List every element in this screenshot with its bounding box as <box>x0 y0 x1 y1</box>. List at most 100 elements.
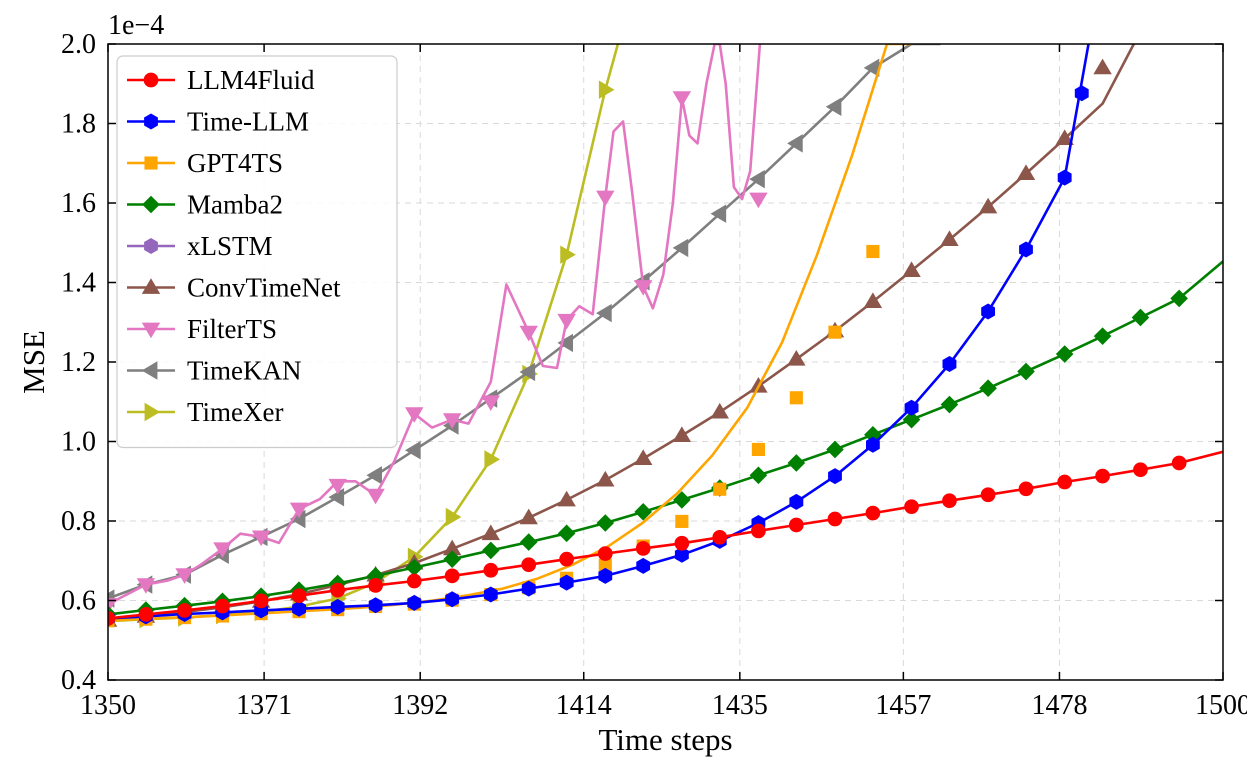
data-point-filterts <box>557 313 576 330</box>
data-point-mamba2 <box>826 440 844 459</box>
data-point-mamba2 <box>482 541 500 560</box>
data-point-filterts <box>405 407 424 423</box>
y-tick-label: 1.6 <box>61 188 96 219</box>
legend-label: LLM4Fluid <box>187 65 315 95</box>
legend-item-llm4fluid: LLM4Fluid <box>127 65 315 95</box>
data-point-gpt4ts <box>713 482 727 496</box>
data-point-llm4fluid <box>559 551 574 567</box>
data-point-convtimenet <box>902 261 921 277</box>
data-point-mamba2 <box>596 514 615 532</box>
data-point-filterts <box>366 488 385 505</box>
data-point-mamba2 <box>557 524 576 543</box>
data-point-llm4fluid <box>444 568 460 584</box>
data-point-timexer <box>598 80 615 99</box>
data-point-mamba2 <box>519 533 538 551</box>
legend-marker <box>143 72 159 88</box>
data-point-filterts <box>519 325 538 342</box>
legend-marker <box>144 113 158 130</box>
legend-label: TimeKAN <box>187 356 302 386</box>
data-point-filterts <box>672 91 692 107</box>
data-point-llm4fluid <box>827 511 843 527</box>
x-tick-label: 1435 <box>712 690 768 721</box>
data-point-mamba2 <box>1170 289 1188 308</box>
legend-box <box>116 55 398 449</box>
legend-label: TimeXer <box>187 397 284 427</box>
data-point-llm4fluid <box>138 607 154 622</box>
data-point-time-llm <box>368 597 383 614</box>
data-point-time-llm <box>1019 241 1033 258</box>
data-point-mamba2 <box>979 379 997 398</box>
y-tick-label: 1.8 <box>61 109 96 140</box>
data-point-time-llm <box>1057 169 1072 186</box>
data-point-time-llm <box>521 580 536 597</box>
data-point-filterts <box>634 280 653 296</box>
y-tick-label: 1.0 <box>61 427 96 458</box>
data-point-filterts <box>213 542 232 559</box>
legend-marker <box>142 195 160 214</box>
data-point-gpt4ts <box>675 514 689 528</box>
data-point-convtimenet <box>710 402 729 419</box>
data-point-timekan <box>519 362 536 382</box>
data-point-llm4fluid <box>406 573 422 589</box>
data-point-time-llm <box>407 594 422 611</box>
data-point-mamba2 <box>1093 327 1112 345</box>
data-point-llm4fluid <box>483 562 499 578</box>
data-point-gpt4ts <box>751 442 765 457</box>
data-point-timekan <box>825 97 842 117</box>
data-point-time-llm <box>559 574 574 591</box>
legend-item-xlstm: xLSTM <box>127 231 273 261</box>
legend: LLM4Fluid Time-LLM GPT4TS Mamba2 xLSTM ConvTi… <box>116 55 398 449</box>
data-point-convtimenet <box>1016 164 1036 180</box>
data-point-timekan <box>366 466 382 485</box>
data-point-timekan <box>672 238 689 258</box>
data-point-convtimenet <box>787 350 806 366</box>
data-point-mamba2 <box>864 425 882 444</box>
y-tick-label: 1.2 <box>61 347 96 378</box>
plot-area <box>108 44 1223 629</box>
data-point-llm4fluid <box>788 517 804 533</box>
data-point-timekan <box>405 441 421 460</box>
series-llm4fluid <box>108 450 1223 626</box>
data-point-gpt4ts <box>789 391 803 405</box>
y-tick-label: 0.8 <box>61 506 96 537</box>
data-point-llm4fluid <box>865 505 881 521</box>
data-point-mamba2 <box>634 503 652 521</box>
data-point-time-llm <box>598 567 613 584</box>
data-point-llm4fluid <box>1133 462 1148 478</box>
data-point-timekan <box>787 134 803 153</box>
data-point-timekan <box>863 58 880 78</box>
data-point-llm4fluid <box>177 603 192 618</box>
x-tick-label: 1392 <box>392 690 448 721</box>
y-axis-scale-label: 1e−4 <box>108 10 164 41</box>
data-point-llm4fluid <box>1095 468 1110 484</box>
legend-label: Time-LLM <box>187 107 309 137</box>
data-point-time-llm <box>330 598 345 615</box>
legend-marker <box>141 361 158 380</box>
data-point-timexer <box>560 245 576 264</box>
series-time-llm <box>108 44 1090 627</box>
legend-item-timekan: TimeKAN <box>127 356 302 386</box>
data-point-timekan <box>328 487 345 507</box>
x-tick-label: 1457 <box>875 690 931 721</box>
data-point-llm4fluid <box>1171 455 1187 471</box>
data-point-filterts <box>289 502 309 519</box>
data-point-convtimenet <box>863 292 883 308</box>
data-point-time-llm <box>942 356 957 372</box>
data-point-llm4fluid <box>904 499 919 515</box>
data-point-convtimenet <box>940 230 959 246</box>
data-point-mamba2 <box>443 550 461 568</box>
data-point-mamba2 <box>1131 308 1150 327</box>
data-point-time-llm <box>866 436 880 453</box>
legend-label: Mamba2 <box>187 190 283 220</box>
data-point-filterts <box>328 478 347 495</box>
x-tick-label: 1500 <box>1195 690 1247 721</box>
data-point-llm4fluid <box>980 487 996 503</box>
y-tick-label: 2.0 <box>61 29 96 60</box>
data-point-time-llm <box>445 591 460 608</box>
data-point-convtimenet <box>596 470 615 487</box>
data-point-llm4fluid <box>597 546 613 561</box>
data-point-mamba2 <box>1017 362 1035 381</box>
data-point-gpt4ts <box>598 558 612 572</box>
data-point-convtimenet <box>557 490 576 507</box>
legend-marker <box>144 156 158 170</box>
